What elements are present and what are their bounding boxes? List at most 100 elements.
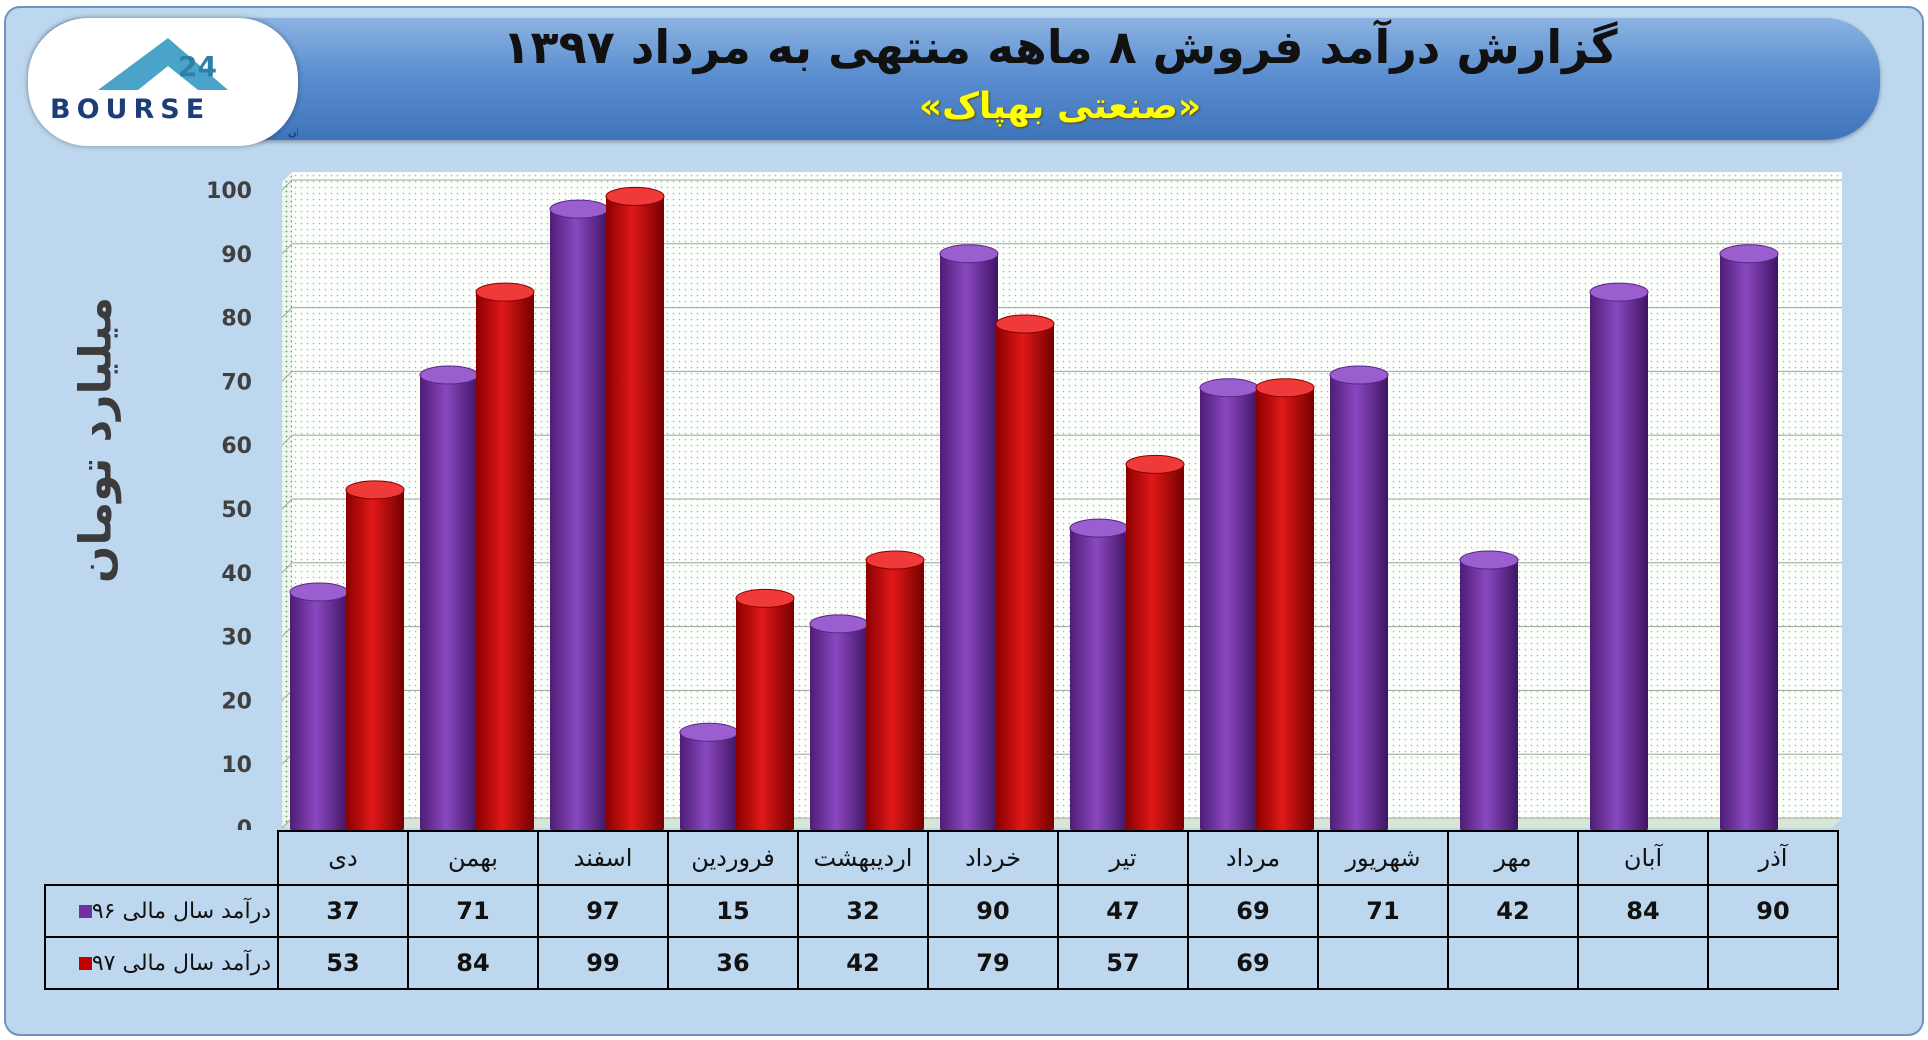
table-cell: 90 [1707,884,1839,938]
bar-1-1 [475,282,535,830]
table-cell: 69 [1187,936,1319,990]
data-table: دی بهمن اسفند فروردین اردیبهشت خرداد تیر مرداد ش… [44,830,1839,990]
plot-floor [282,818,1842,828]
row-label-text: درآمد سال مالی ۹۶ [91,898,271,924]
bar-body [346,489,404,828]
bar-0-9 [1459,550,1519,830]
table-cell [1707,936,1839,990]
table-cell: 84 [407,936,539,990]
category-label: اسفند [537,830,669,886]
category-label: مرداد [1187,830,1319,886]
bar-0-3 [679,722,739,830]
table-cell: 71 [407,884,539,938]
bar-base [1200,819,1258,830]
bar-top [1719,244,1779,264]
bar-base [1590,819,1648,830]
legend-swatch [78,905,92,918]
bar-body [736,598,794,828]
bar-0-10 [1589,282,1649,830]
y-tick-label: 20 [221,689,252,714]
table-cell: 71 [1317,884,1449,938]
y-tick-label: 60 [221,434,252,459]
category-label: آبان [1577,830,1709,886]
chart-title: گزارش درآمد فروش ۸ ماهه منتهی به مرداد ۱… [502,20,1618,74]
category-label: خرداد [927,830,1059,886]
table-cell [1447,936,1579,990]
y-tick-label: 0 [237,817,252,830]
table-cell: 79 [927,936,1059,990]
bar-base [1256,819,1314,830]
category-label: بهمن [407,830,539,886]
bar-base [1720,819,1778,830]
bar-base [420,819,478,830]
gridline [281,243,1842,255]
bar-base [476,819,534,830]
bar-top [1459,550,1519,570]
y-tick-label: 100 [206,179,252,204]
y-tick-label: 40 [221,562,252,587]
table-cell: 53 [277,936,409,990]
bar-0-6 [1069,518,1129,830]
bar-0-11 [1719,244,1779,830]
table-cell: 37 [277,884,409,938]
table-cell: 42 [797,936,929,990]
bar-body [1330,375,1388,828]
category-label: دی [277,830,409,886]
category-label: فروردین [667,830,799,886]
table-cell [1577,936,1709,990]
bar-body [1460,560,1518,828]
bar-body [476,292,534,829]
bar-body [420,375,478,828]
table-cell: 42 [1447,884,1579,938]
bar-body [1126,464,1184,828]
category-label: اردیبهشت [797,830,929,886]
bar-top [735,588,795,608]
table-cell [1317,936,1449,990]
table-cell: 47 [1057,884,1189,938]
bar-body [290,591,348,828]
table-cell: 99 [537,936,669,990]
category-label: مهر [1447,830,1579,886]
table-cell: 84 [1577,884,1709,938]
row-label: درآمد سال مالی ۹۶ [44,884,279,938]
bar-base [550,819,608,830]
bar-body [550,209,608,828]
gridlines [281,179,1842,829]
bar-top [1199,378,1259,398]
bar-base [1070,819,1128,830]
row-label-text: درآمد سال مالی ۹۷ [91,950,271,976]
bar-base [810,819,868,830]
table-header-row: دی بهمن اسفند فروردین اردیبهشت خرداد تیر مرداد ش… [45,830,1839,886]
bar-0-5 [939,244,999,830]
logo-number: 24 [178,50,217,83]
row-label: درآمد سال مالی ۹۷ [44,936,279,990]
bar-top [345,480,405,500]
y-tick-label: 30 [221,626,252,651]
table-cell: 97 [537,884,669,938]
table-cell: 90 [927,884,1059,938]
bar-1-3 [735,588,795,830]
bar-body [866,560,924,828]
table-cell: 69 [1187,884,1319,938]
y-axis-ticks: 0 10 20 30 40 50 60 70 80 90 100 [206,179,252,830]
logo-text: BOURSE [50,94,210,125]
title-banner [30,18,1880,140]
chart-subtitle: «صنعتی بهپاک» [918,86,1202,127]
bar-base [1126,819,1184,830]
logo-tagline: پایگاه اطلاع رسانی و تحلیلی بورس ایران [288,126,298,139]
y-tick-label: 50 [221,498,252,523]
bar-1-4 [865,550,925,830]
gridline [281,179,1842,191]
bar-top [549,199,609,219]
bar-body [1590,292,1648,829]
bar-chart: 0 10 20 30 40 50 60 70 80 90 100 [206,172,1842,830]
bar-body [810,623,868,828]
table-cell: 36 [667,936,799,990]
bar-1-6 [1125,454,1185,830]
y-tick-label: 90 [221,243,252,268]
gridline [281,498,1842,510]
bar-base [1330,819,1388,830]
table-row: درآمد سال مالی ۹۷ 53 84 99 36 42 79 57 69 [44,936,1839,990]
bar-0-1 [419,365,479,830]
bar-body [1200,387,1258,828]
